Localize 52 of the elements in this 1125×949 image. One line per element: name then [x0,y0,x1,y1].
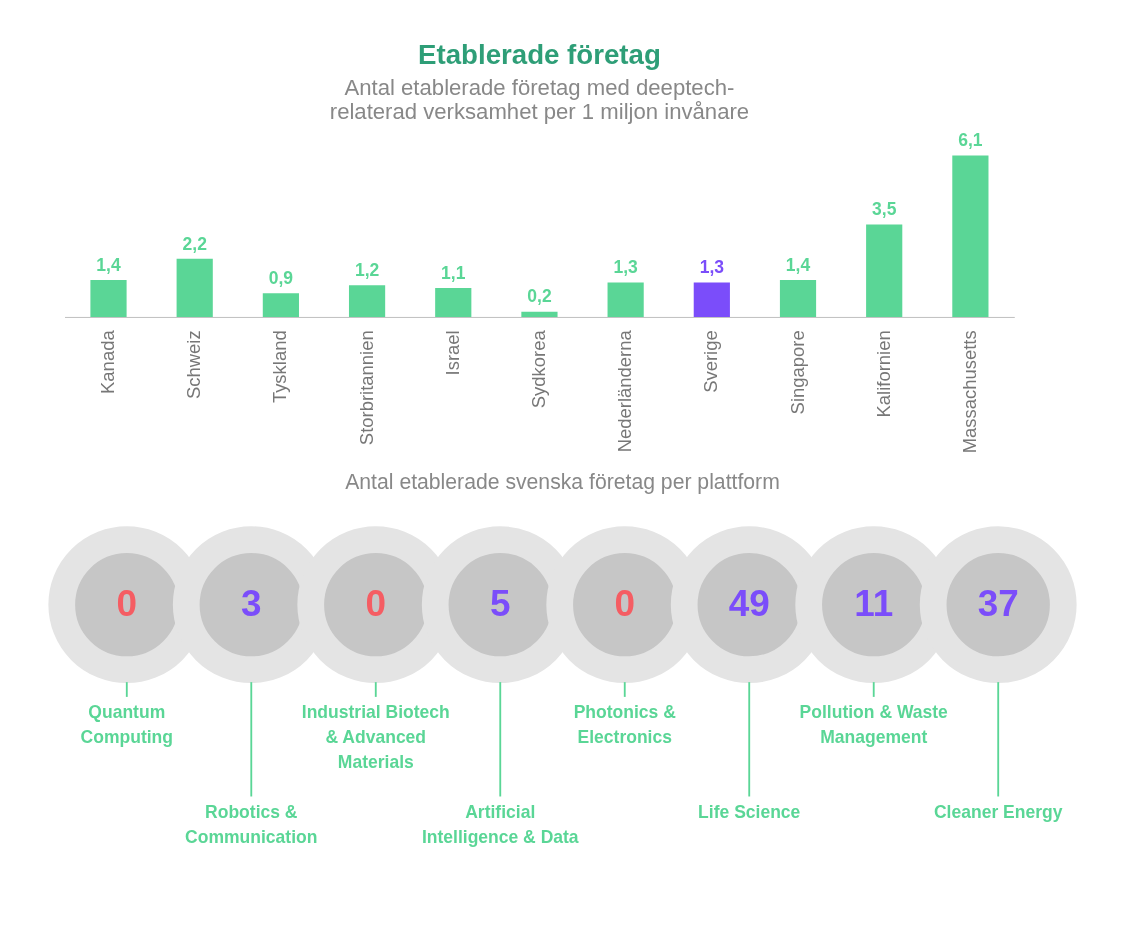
bar [693,282,730,317]
data-label: 0 [614,582,635,624]
text: Antal etablerade svenska företag per plattform [345,469,780,494]
bar [176,258,213,317]
data-label: 6,1 [958,130,983,151]
data-label: 3,5 [872,199,897,220]
x-tick-label: Israel [441,330,463,376]
data-label: 5 [490,582,511,624]
bar [779,279,817,317]
category-label: Industrial Biotech & Advanced Materials [301,702,450,772]
data-label: 11 [854,582,894,624]
x-tick-label: Sydkorea [527,329,549,409]
data-label: 3 [241,582,262,624]
data-label: 1,2 [354,260,380,281]
data-label: 1,3 [613,257,639,278]
category-label: Artificial Intelligence & Data [421,801,579,847]
x-tick-label: Massachusetts [958,330,980,454]
data-label: 37 [977,582,1019,624]
bar [90,279,127,317]
category-label: Life Science [698,801,801,822]
x-tick-label: Kanada [97,329,119,394]
category-label: Pollution & Waste Management [799,702,949,747]
category-label: Quantum Computing [80,702,173,747]
category-label: Robotics & Communication [185,801,318,847]
data-label: 0,9 [268,267,294,288]
data-label: 1,4 [785,254,811,275]
category-label: Photonics & Electronics [573,702,677,747]
data-label: 1,4 [96,254,121,275]
x-tick-label: Storbritannien [355,330,377,446]
chart-subtitle: Antal etablerade företag med deeptech- relaterad verksamhet per 1 miljon invånare [329,74,750,124]
chart-title: Etablerade företag [418,39,661,71]
data-label: 49 [728,582,770,624]
bar [262,293,299,317]
bar [952,155,989,317]
data-label: 1,3 [699,257,725,278]
x-tick-label: Kalifornien [872,330,894,418]
x-tick-label: Singapore [786,330,808,415]
data-label: 0 [116,582,138,624]
x-tick-label: Sverige [700,330,722,393]
bar [435,287,472,317]
bar [607,282,644,317]
bar [348,285,386,317]
x-tick-label: Schweiz [183,330,205,400]
x-tick-label: Nederländerna [614,329,636,453]
x-tick-label: Tyskland [269,330,291,404]
data-label: 0 [365,582,387,624]
bar [866,224,903,317]
category-label: Cleaner Energy [933,801,1063,822]
data-label: 0,2 [527,286,552,307]
data-label: 2,2 [182,233,208,254]
data-label: 1,1 [441,262,466,283]
bar [521,311,558,317]
